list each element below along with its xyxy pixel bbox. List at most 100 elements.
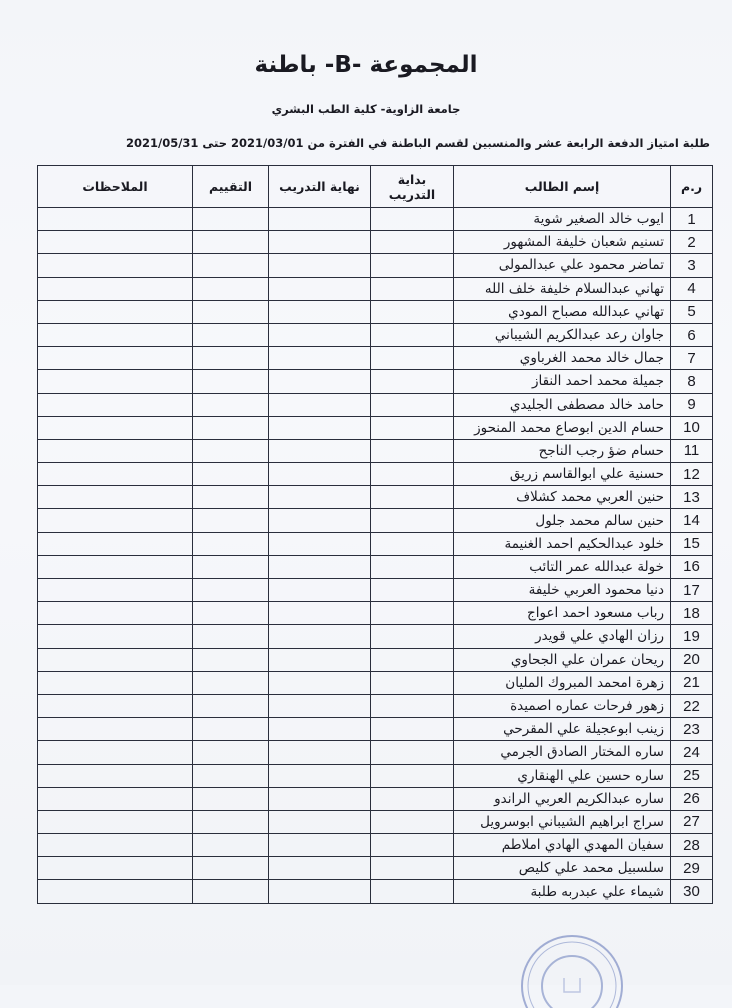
training-start-cell (370, 786, 454, 811)
evaluation-cell (192, 299, 269, 324)
notes-cell (37, 879, 193, 904)
column-header-training-end: نهاية التدريب (268, 165, 371, 208)
evaluation-cell (192, 740, 269, 765)
training-start-cell (370, 693, 454, 719)
student-name: سفيان المهدي الهادي املاطم (453, 833, 671, 858)
table-row: 14 حنين سالم محمد جلول (37, 508, 713, 533)
training-start-cell (370, 717, 454, 742)
evaluation-cell (192, 786, 269, 811)
training-start-cell (370, 462, 454, 487)
evaluation-cell (192, 415, 269, 440)
row-number: 26 (670, 786, 713, 811)
training-start-label: بداية التدريب (388, 171, 436, 202)
training-start-cell (370, 346, 454, 371)
notes-cell (37, 438, 193, 464)
table-row: 23 زينب ابوعجيلة علي المقرحي (37, 717, 713, 742)
training-end-cell (268, 392, 371, 417)
table-row: 27 سراج ابراهيم الشيباني ابوسرويل (37, 809, 713, 835)
student-name: جمال خالد محمد الغرباوي (453, 346, 671, 371)
student-name: جميلة محمد احمد النقاز (453, 369, 671, 394)
training-end-cell (268, 647, 371, 672)
training-end-cell (268, 322, 371, 348)
training-end-cell (268, 415, 371, 440)
training-end-cell (268, 369, 371, 394)
training-start-cell (370, 670, 454, 695)
training-end-cell (268, 253, 371, 278)
institution-subtitle: جامعة الزاوية- كلية الطب البشري (271, 102, 461, 116)
table-row: 16 خولة عبدالله عمر التائب (37, 554, 713, 580)
training-end-cell (268, 670, 371, 695)
student-name: دنيا محمود العربي خليفة (453, 577, 671, 603)
training-start-cell (370, 230, 454, 255)
notes-cell (37, 786, 193, 811)
evaluation-cell (192, 809, 269, 835)
table-row: 20 ريحان عمران علي الجحاوي (37, 647, 713, 672)
student-name: حسام الدين ابوصاع محمد المنحوز (453, 415, 671, 440)
student-name: ساره عبدالكريم العربي الراندو (453, 786, 671, 811)
evaluation-cell (192, 206, 269, 232)
training-start-cell (370, 879, 454, 904)
column-header-evaluation: التقييم (192, 165, 269, 208)
evaluation-cell (192, 717, 269, 742)
student-name: زينب ابوعجيلة علي المقرحي (453, 717, 671, 742)
column-header-notes: الملاحظات (37, 165, 193, 208)
training-start-cell (370, 276, 454, 301)
evaluation-cell (192, 438, 269, 464)
training-start-cell (370, 392, 454, 417)
evaluation-cell (192, 577, 269, 603)
notes-cell (37, 763, 193, 788)
training-end-cell (268, 276, 371, 301)
student-name: تهاني عبدالسلام خليفة خلف الله (453, 276, 671, 301)
university-stamp (521, 935, 623, 1008)
evaluation-cell (192, 693, 269, 719)
row-number: 11 (670, 438, 713, 464)
row-number: 4 (670, 276, 713, 301)
column-header-training-start: بداية التدريب (370, 165, 454, 208)
student-name: زهور فرحات عماره اصميدة (453, 693, 671, 719)
training-end-cell (268, 508, 371, 533)
table-row: 18 رباب مسعود احمد اعواج (37, 601, 713, 626)
training-start-cell (370, 415, 454, 440)
training-start-cell (370, 206, 454, 232)
row-number: 28 (670, 833, 713, 858)
student-name: تماضر محمود علي عبدالمولى (453, 253, 671, 278)
evaluation-cell (192, 531, 269, 556)
notes-cell (37, 833, 193, 858)
training-start-cell (370, 485, 454, 510)
notes-cell (37, 624, 193, 649)
training-period: طلبة امتياز الدفعة الرابعة عشر والمنسبين… (126, 136, 710, 150)
evaluation-cell (192, 508, 269, 533)
evaluation-cell (192, 601, 269, 626)
evaluation-cell (192, 322, 269, 348)
student-name: جاوان رعد عبدالكريم الشيباني (453, 322, 671, 348)
row-number: 1 (670, 206, 713, 232)
table-row: 4 تهاني عبدالسلام خليفة خلف الله (37, 276, 713, 301)
training-end-cell (268, 438, 371, 464)
table-row: 15 خلود عبدالحكيم احمد الغنيمة (37, 531, 713, 556)
training-end-cell (268, 346, 371, 371)
training-start-cell (370, 577, 454, 603)
student-name: ساره المختار الصادق الجرمي (453, 740, 671, 765)
notes-cell (37, 230, 193, 255)
student-name: خلود عبدالحكيم احمد الغنيمة (453, 531, 671, 556)
evaluation-cell (192, 346, 269, 371)
table-row: 5 تهاني عبدالله مصباح المودي (37, 299, 713, 324)
training-end-cell (268, 693, 371, 719)
training-end-cell (268, 299, 371, 324)
training-end-cell (268, 833, 371, 858)
row-number: 24 (670, 740, 713, 765)
training-end-cell (268, 601, 371, 626)
training-end-cell (268, 206, 371, 232)
training-start-cell (370, 647, 454, 672)
row-number: 5 (670, 299, 713, 324)
notes-cell (37, 531, 193, 556)
evaluation-cell (192, 763, 269, 788)
notes-cell (37, 322, 193, 348)
notes-cell (37, 601, 193, 626)
evaluation-cell (192, 856, 269, 881)
row-number: 8 (670, 369, 713, 394)
students-table: ر.م إسم الطالب بداية التدريب نهاية التدر… (37, 165, 713, 904)
student-name: تسنيم شعبان خليفة المشهور (453, 230, 671, 255)
student-name: رزان الهادي علي قويدر (453, 624, 671, 649)
training-end-cell (268, 531, 371, 556)
